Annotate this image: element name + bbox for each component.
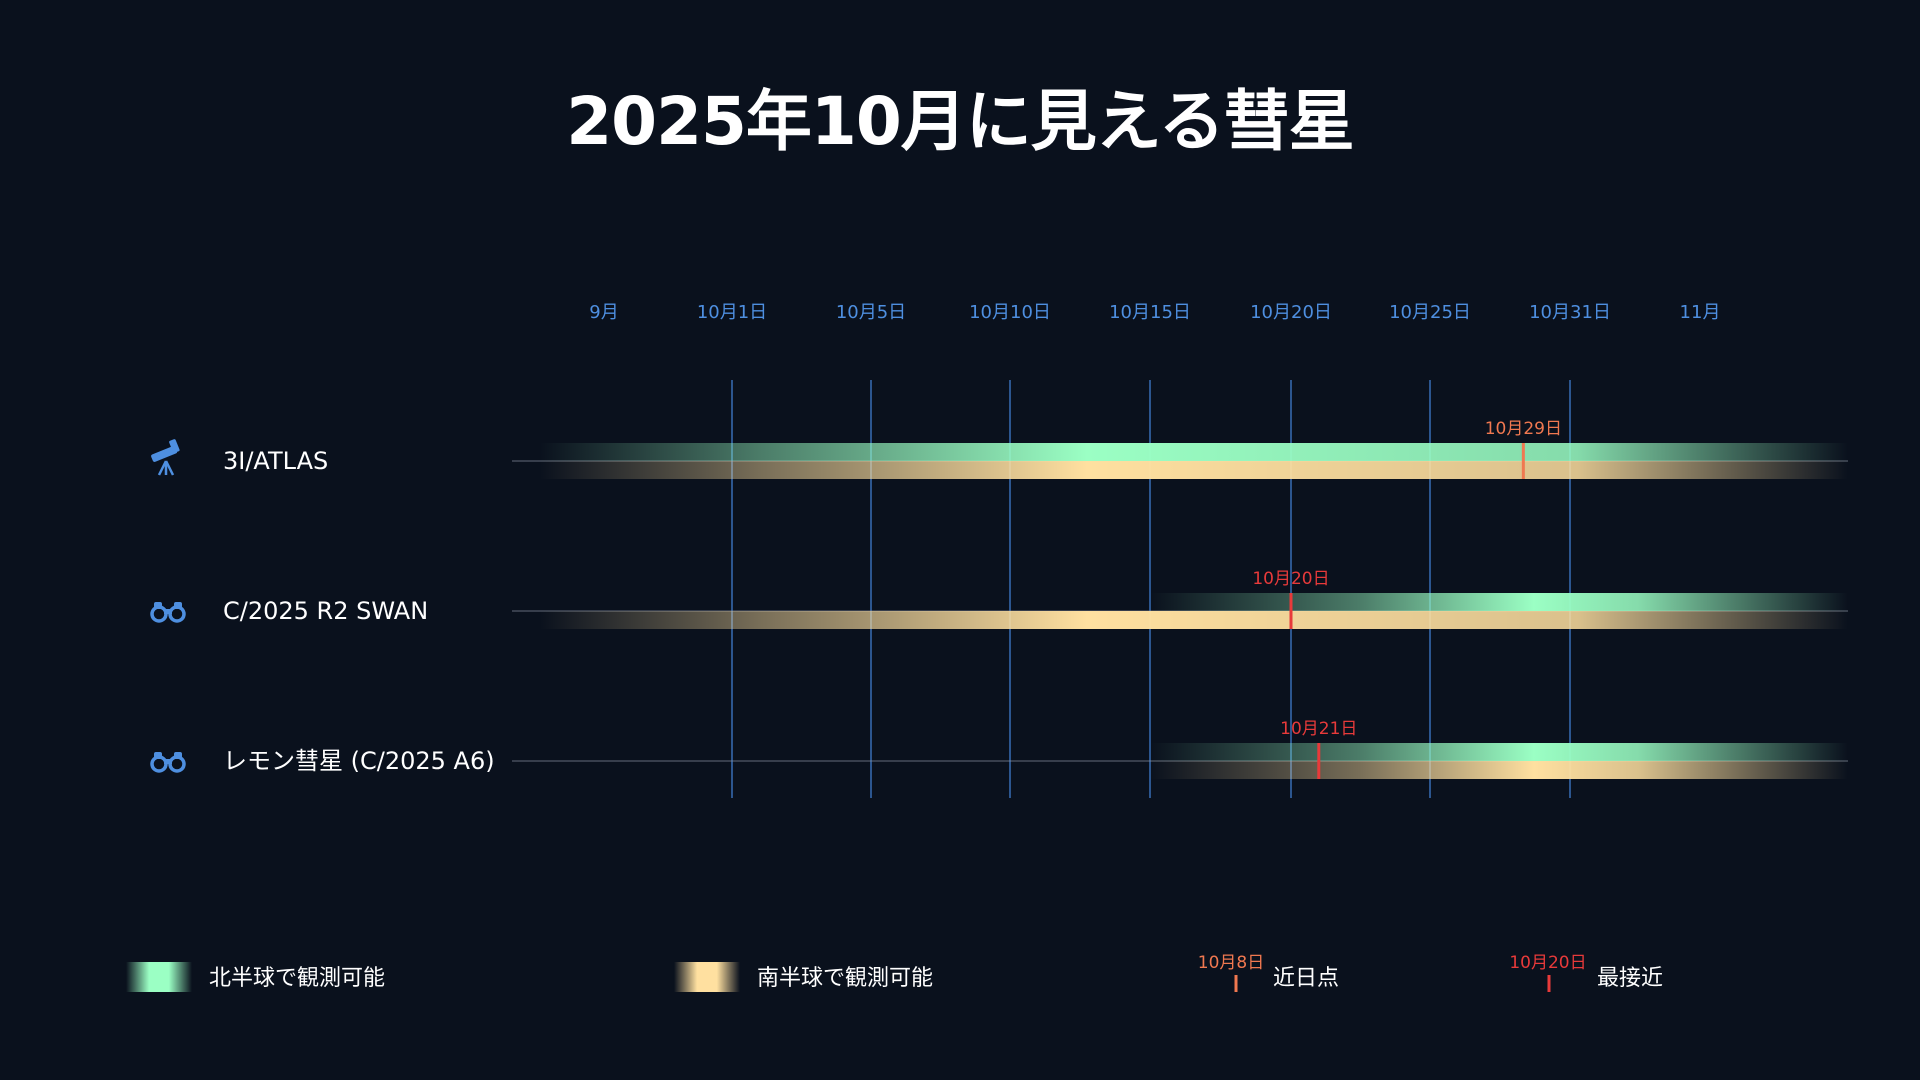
gridlines — [731, 380, 1571, 798]
comet-name: レモン彗星 (C/2025 A6) — [223, 747, 495, 775]
legend-perihelion-date: 10月8日 — [1198, 953, 1264, 973]
legend-north-label: 北半球で観測可能 — [209, 966, 385, 991]
x-tick-label: 11月 — [1680, 302, 1721, 323]
x-tick-label: 10月25日 — [1389, 302, 1471, 323]
event-marker-label: 10月29日 — [1485, 419, 1562, 439]
x-tick-label: 10月5日 — [836, 302, 906, 323]
binoculars-icon — [150, 752, 186, 773]
legend-north-swatch — [126, 962, 192, 992]
x-tick-label: 9月 — [589, 302, 618, 323]
legend-perihelion-label: 近日点 — [1273, 966, 1339, 991]
chart-title: 2025年10月に見える彗星 — [566, 83, 1355, 160]
comet-name: 3I/ATLAS — [223, 447, 328, 475]
telescope-icon — [151, 439, 180, 476]
north-visibility-bar — [540, 443, 1848, 461]
comet-name: C/2025 R2 SWAN — [223, 597, 428, 625]
x-tick-label: 10月20日 — [1250, 302, 1332, 323]
x-tick-label: 10月15日 — [1109, 302, 1191, 323]
event-marker-label: 10月21日 — [1280, 719, 1357, 739]
comet-rows: 10月29日 3I/ATLAS 10月20日 C/2025 R2 SWAN 10月21日… — [150, 419, 1848, 779]
event-marker-label: 10月20日 — [1252, 569, 1329, 589]
x-tick-label: 10月10日 — [969, 302, 1051, 323]
legend-south-swatch — [674, 962, 740, 992]
x-tick-label: 10月1日 — [697, 302, 767, 323]
x-axis-ticks: 9月 10月1日 10月5日 10月10日 10月15日 10月20日 10月25日 10月3… — [589, 302, 1720, 323]
south-visibility-bar — [1150, 761, 1848, 779]
north-visibility-bar — [1150, 593, 1848, 611]
legend-closest-date: 10月20日 — [1509, 953, 1586, 973]
legend-closest-label: 最接近 — [1597, 966, 1663, 991]
south-visibility-bar — [540, 611, 1848, 629]
comet-row: 10月20日 C/2025 R2 SWAN — [150, 569, 1848, 629]
comet-row: 10月29日 3I/ATLAS — [151, 419, 1848, 479]
x-tick-label: 10月31日 — [1529, 302, 1611, 323]
legend-south-label: 南半球で観測可能 — [757, 966, 933, 991]
binoculars-icon — [150, 602, 186, 623]
south-visibility-bar — [540, 461, 1848, 479]
north-visibility-bar — [1150, 743, 1848, 761]
